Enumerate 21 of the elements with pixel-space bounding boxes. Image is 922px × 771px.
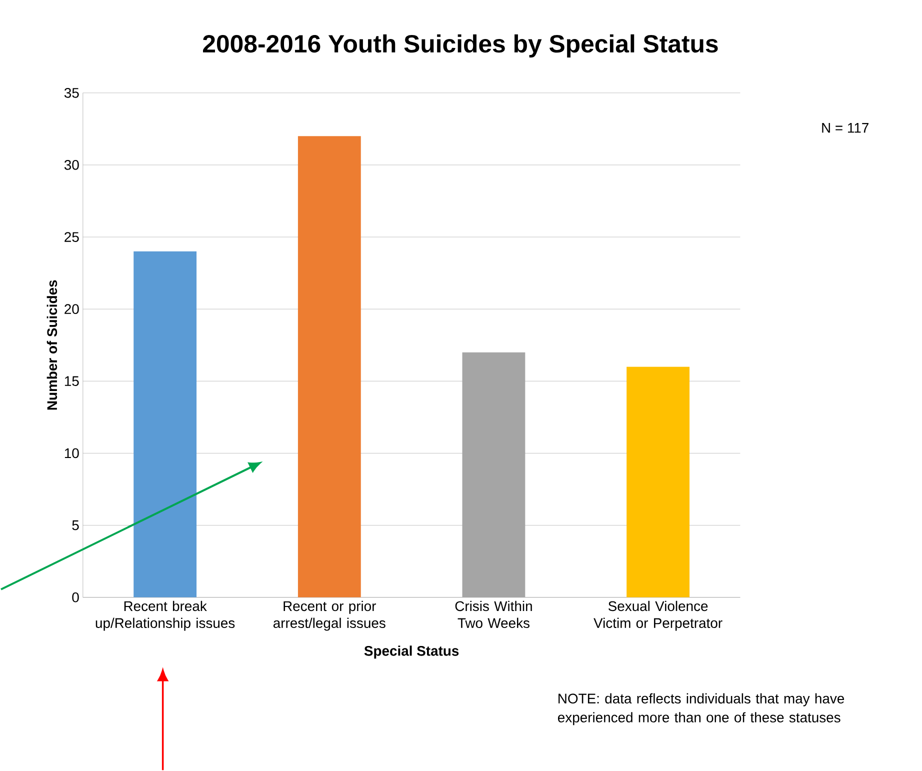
y-tick-label: 35 (64, 88, 79, 98)
chart-title: 2008-2016 Youth Suicides by Special Status (203, 34, 718, 58)
x-tick-label: Crisis Within Two Weeks (455, 600, 532, 628)
y-tick-label: 15 (64, 376, 79, 386)
x-tick-label: Sexual Violence Victim or Perpetrator (594, 600, 722, 631)
bar (462, 352, 526, 598)
text: NOTE: data reflects individuals that may have experienced more than one of these statuses (558, 693, 844, 726)
y-tick-label: 0 (72, 592, 79, 602)
bar (626, 366, 690, 598)
y-tick-label: 10 (64, 448, 79, 458)
y-tick-label: 5 (72, 520, 79, 530)
bar (134, 251, 197, 598)
x-tick-label: Recent or prior arrest/legal issues (273, 600, 386, 631)
x-axis-title: Special Status (364, 646, 459, 658)
text: N = 117 (822, 122, 868, 133)
y-axis-title: Number of Suicides (46, 280, 58, 410)
y-tick-label: 30 (64, 160, 79, 170)
x-tick-label: Recent break up/Relationship issues (96, 600, 235, 631)
y-tick-label: 20 (64, 304, 79, 314)
bar (298, 136, 361, 598)
y-tick-label: 25 (64, 232, 79, 242)
